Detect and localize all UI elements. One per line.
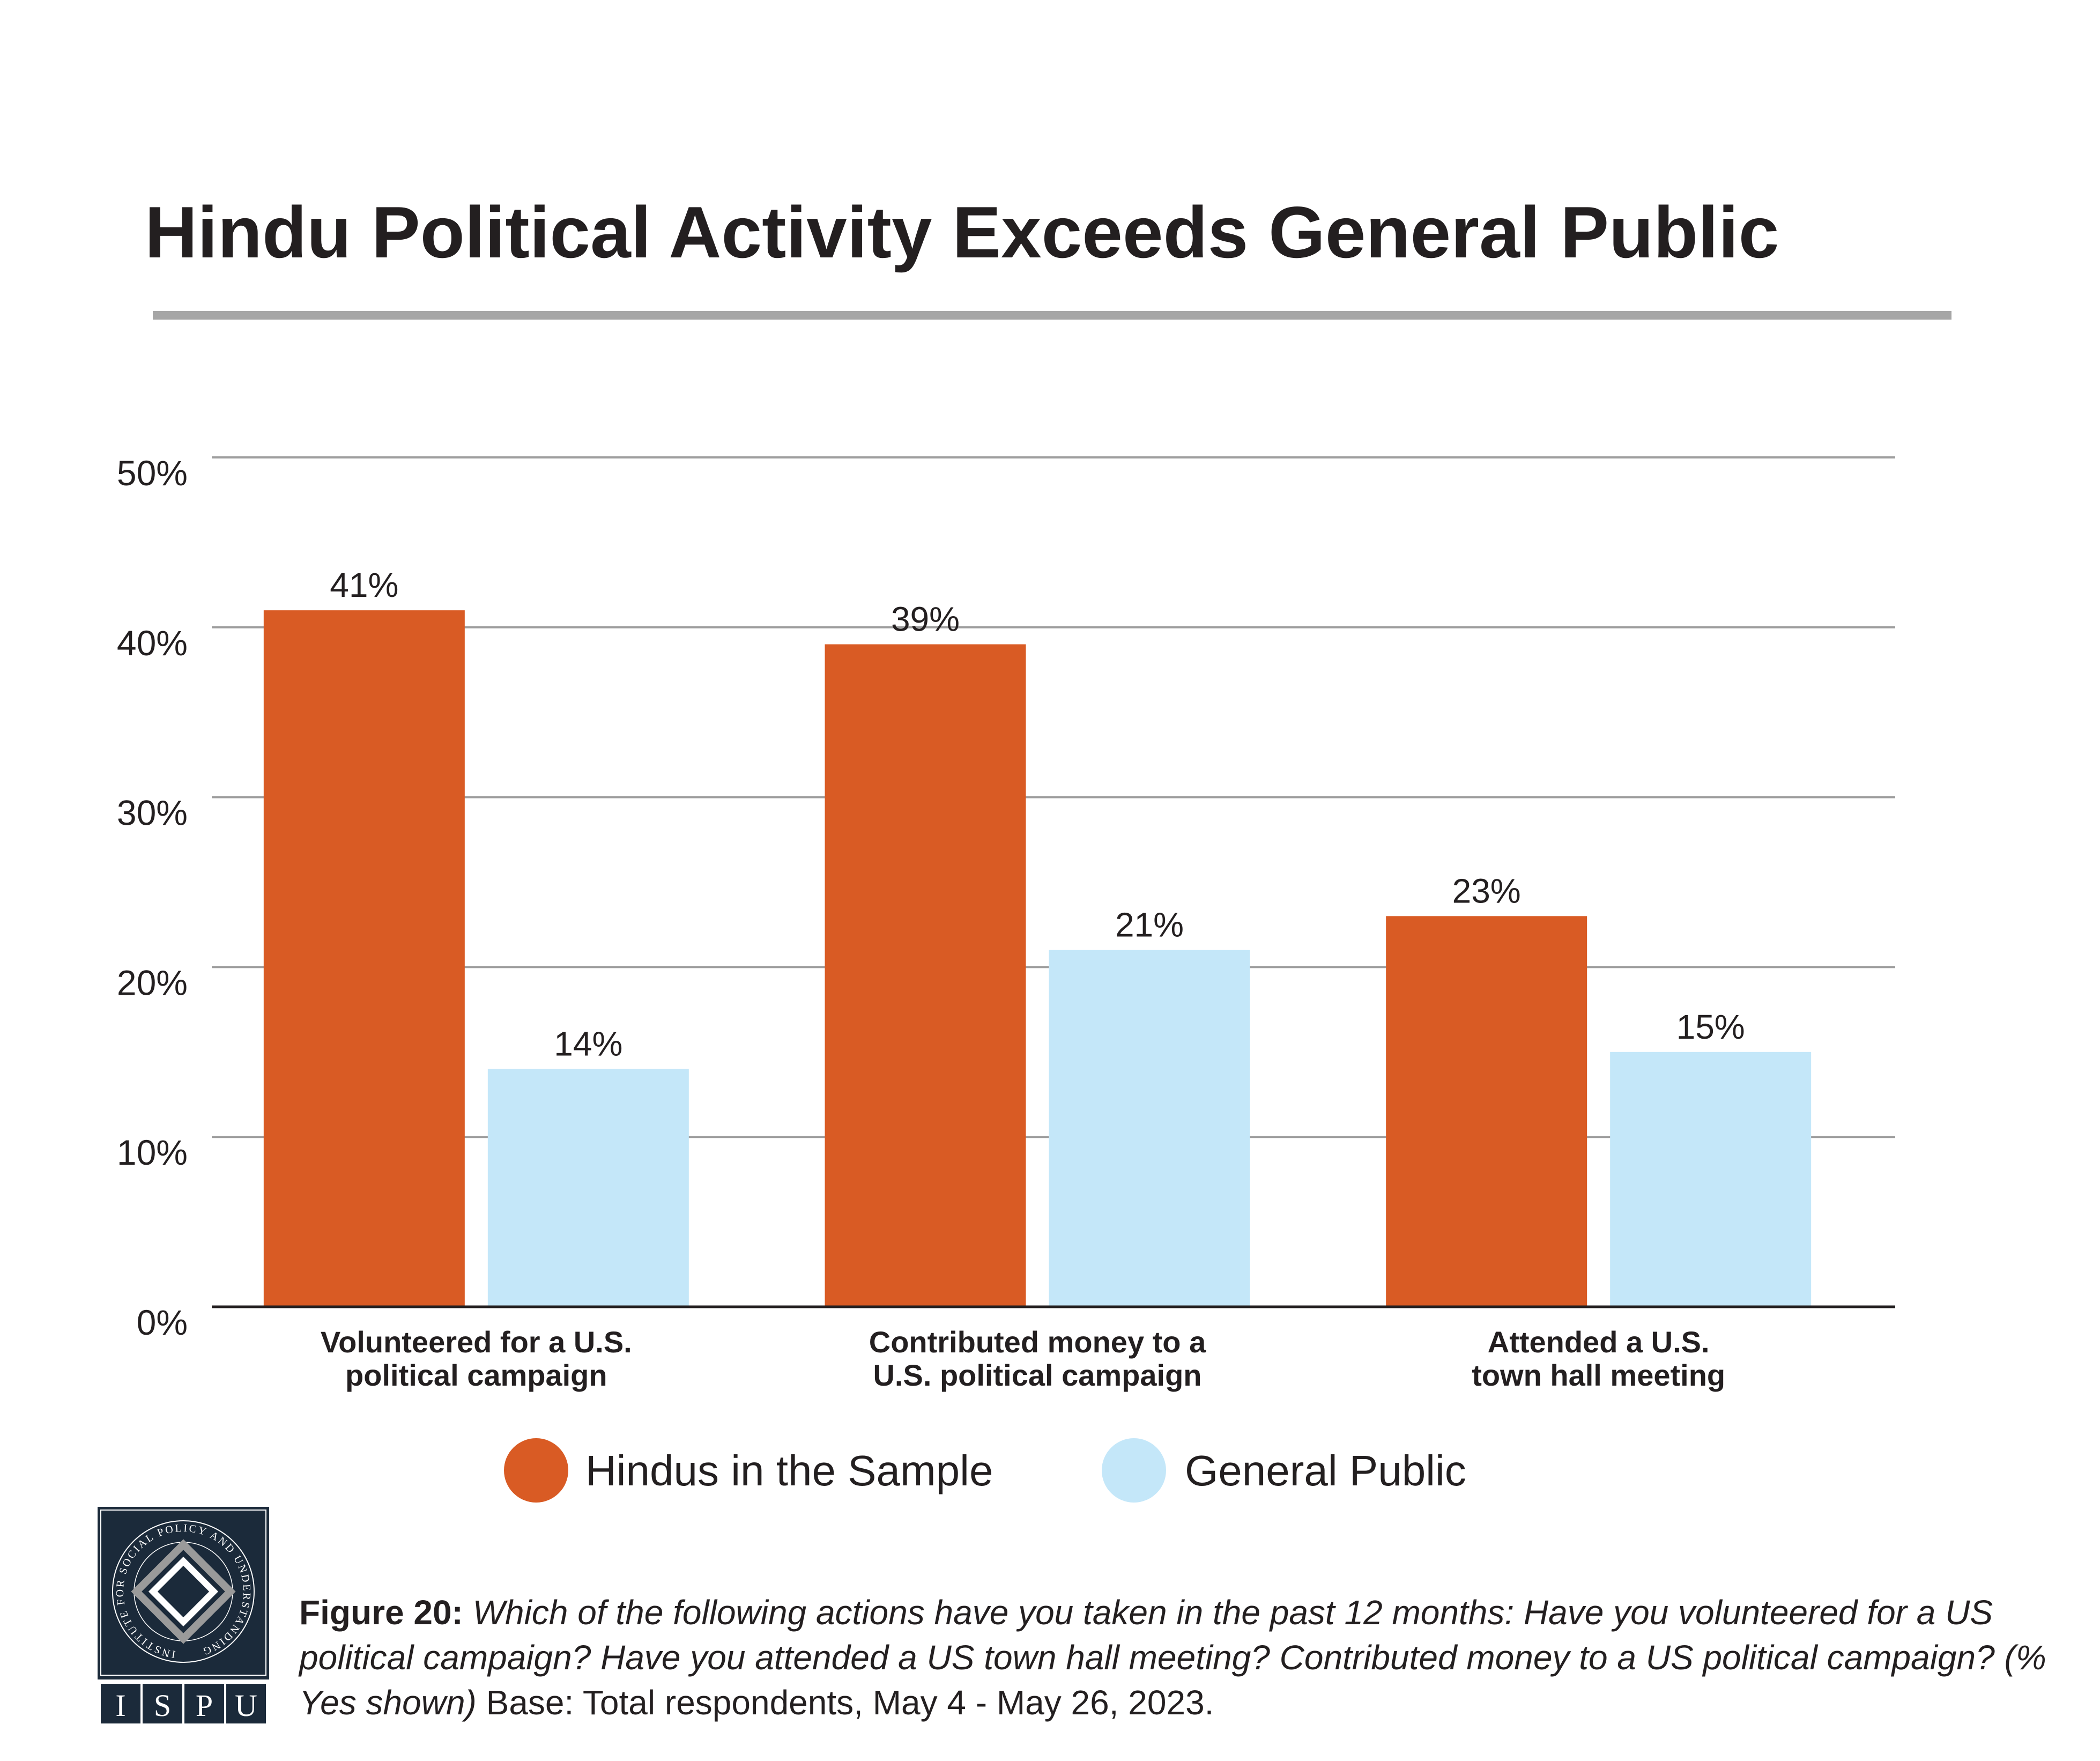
bar-value-label: 41% xyxy=(330,566,398,604)
bar-value-label: 14% xyxy=(554,1024,622,1063)
legend: Hindus in the Sample General Public xyxy=(504,1438,1466,1503)
bar xyxy=(825,644,1026,1307)
x-tick-label: Attended a U.S. town hall meeting xyxy=(1472,1325,1725,1392)
caption-base: Base: Total respondents, May 4 - May 26,… xyxy=(486,1683,1214,1722)
legend-swatch xyxy=(1102,1438,1166,1503)
logo-letter: P xyxy=(196,1688,213,1723)
logo-letter: U xyxy=(235,1688,257,1723)
bar xyxy=(1610,1052,1812,1307)
bar-value-label: 15% xyxy=(1676,1008,1745,1046)
logo-letter: S xyxy=(154,1688,171,1723)
logo-letter: I xyxy=(115,1688,125,1723)
caption-figure-label: Figure 20: xyxy=(299,1593,463,1632)
legend-label: Hindus in the Sample xyxy=(585,1447,993,1494)
y-tick-label: 20% xyxy=(117,963,188,1002)
x-axis: Volunteered for a U.S. political campaign… xyxy=(212,1305,1895,1392)
bar xyxy=(263,610,465,1307)
bars: 41% 14% 39% 21% 23% 15% xyxy=(263,566,1812,1307)
bar-value-label: 39% xyxy=(891,600,960,638)
bar xyxy=(487,1069,689,1307)
x-tick-label: Contributed money to a U.S. political cam… xyxy=(869,1325,1206,1392)
y-tick-label: 10% xyxy=(117,1133,188,1172)
legend-swatch xyxy=(504,1438,568,1503)
y-tick-label: 50% xyxy=(117,453,188,493)
figure-caption: Figure 20: Which of the following action… xyxy=(299,1590,2068,1725)
y-tick-label: 40% xyxy=(117,623,188,663)
y-tick-label: 0% xyxy=(137,1303,188,1342)
bar xyxy=(1049,950,1250,1307)
bar-chart: 0% 10% 20% 30% 40% 50% 41% 14% 39% 21% 23% 15% Vol… xyxy=(117,453,1895,1503)
ispu-logo: INSTITUTE FOR SOCIAL POLICY AND UNDERSTA… xyxy=(98,1507,269,1727)
caption-question: Which of the following actions have you … xyxy=(299,1593,2046,1722)
y-axis-ticks: 0% 10% 20% 30% 40% 50% xyxy=(117,453,188,1342)
legend-label: General Public xyxy=(1185,1447,1466,1494)
y-tick-label: 30% xyxy=(117,793,188,833)
bar xyxy=(1386,916,1587,1307)
x-tick-label: Volunteered for a U.S. political campaign xyxy=(321,1325,632,1392)
title-divider xyxy=(153,311,1951,320)
chart-title: Hindu Political Activity Exceeds General… xyxy=(145,191,1779,273)
bar-value-label: 21% xyxy=(1115,906,1184,944)
bar-value-label: 23% xyxy=(1452,871,1521,910)
